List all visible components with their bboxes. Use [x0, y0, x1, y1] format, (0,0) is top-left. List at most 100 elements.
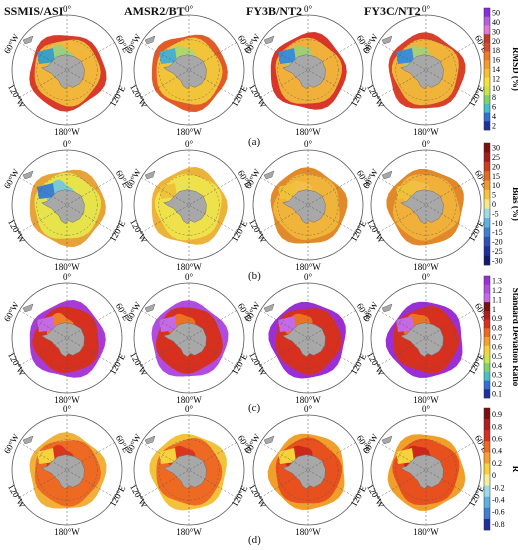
label-180w: 180°W	[413, 395, 439, 405]
label-0deg: 0°	[422, 4, 431, 14]
latitude-circle	[395, 39, 457, 101]
label-180w: 180°W	[295, 395, 321, 405]
colorbar-swatch	[484, 485, 490, 498]
colorbar-tick-label: -15	[492, 228, 503, 237]
latitude-circle	[36, 174, 98, 236]
colorbar-swatch	[484, 284, 490, 294]
colorbar-tick-label: -20	[492, 238, 503, 247]
colorbar: 1.31.21.110.90.80.70.60.50.40.30.20.1 Sta…	[483, 275, 518, 399]
colorbar-swatch	[484, 152, 490, 163]
weddell-sea-region	[278, 183, 296, 199]
colorbar-tick-label: 0.3	[492, 371, 502, 380]
label-180w: 180°W	[176, 527, 202, 537]
latitude-circle	[36, 439, 98, 501]
colorbar-swatch	[484, 51, 490, 61]
label-180w: 180°W	[176, 395, 202, 405]
antarctica-landmass	[400, 54, 444, 90]
colorbar-tick-label: -0.6	[492, 508, 505, 517]
colorbar-tick-label: 2	[492, 121, 496, 130]
colorbar-swatch	[484, 121, 490, 131]
colorbar-swatch	[484, 345, 490, 355]
label-0deg: 0°	[304, 4, 313, 14]
panel-letter-d: (d)	[248, 534, 261, 546]
label-0deg: 0°	[304, 272, 313, 282]
weddell-sea-region	[278, 48, 296, 64]
colorbar-tick-label: 10	[492, 181, 500, 190]
colorbar-swatch	[484, 380, 490, 390]
south-america-tip	[263, 303, 275, 313]
column-title-fy3b: FY3B/NT2	[246, 4, 303, 18]
colorbar-swatch	[484, 463, 490, 475]
colorbar-swatch	[484, 408, 490, 420]
colorbar-tick-label: 0.6	[492, 435, 502, 444]
south-america-tip	[144, 435, 156, 445]
colorbar-tick-label: 0.8	[492, 324, 502, 333]
column-title-fy3c: FY3C/NT2	[364, 4, 421, 18]
label-0deg: 0°	[185, 4, 194, 14]
colorbar-tick-label: 0.1	[492, 389, 502, 398]
latitude-circle	[158, 439, 220, 501]
colorbar-tick-label: 16	[492, 56, 500, 65]
colorbar-swatch	[484, 310, 490, 320]
colorbar-tick-label: 1	[492, 305, 496, 314]
colorbar-swatch	[484, 16, 490, 26]
colorbar: 0.9 0.8 0.6 0.4 0.2 0 -0.2 -0.4 -0.6 -0.8 R	[483, 407, 518, 531]
colorbar-swatch	[484, 25, 490, 35]
colorbar-swatch	[484, 293, 490, 303]
label-180w: 180°W	[413, 262, 439, 272]
colorbar-tick-label: 0.6	[492, 342, 502, 351]
colorbar-tick-label: 0.2	[492, 459, 502, 468]
south-america-tip	[263, 35, 275, 45]
antarctica-landmass	[41, 454, 85, 490]
colorbar-tick-label: 0.9	[492, 314, 502, 323]
colorbar-swatch	[484, 34, 490, 44]
colorbar-tick-label: -30	[492, 256, 503, 265]
colorbar-tick-label: -25	[492, 247, 503, 256]
colorbar-tick-label: 1.3	[492, 277, 502, 286]
antarctica-landmass	[41, 54, 85, 90]
colorbar-tick-label: -0.4	[492, 496, 505, 505]
south-america-tip	[381, 35, 393, 45]
colorbar-swatch	[484, 95, 490, 105]
colorbar-swatch	[484, 189, 490, 200]
label-180w: 180°W	[413, 127, 439, 137]
weddell-sea-region	[278, 448, 296, 464]
label-180w: 180°W	[413, 527, 439, 537]
weddell-sea-region	[159, 448, 177, 464]
colorbar-tick-label: 1.1	[492, 295, 502, 304]
latitude-circle	[36, 39, 98, 101]
colorbar-tick-label: 0.8	[492, 422, 502, 431]
colorbar-tick-label: 1.2	[492, 286, 502, 295]
south-america-tip	[22, 170, 34, 180]
south-america-tip	[381, 170, 393, 180]
label-180w: 180°W	[176, 262, 202, 272]
colorbar-tick-label: 8	[492, 93, 496, 102]
antarctica-landmass	[282, 322, 326, 358]
label-0deg: 0°	[185, 139, 194, 149]
colorbar-frame	[483, 275, 491, 399]
label-180w: 180°W	[295, 262, 321, 272]
label-0deg: 0°	[63, 404, 72, 414]
latitude-circle	[277, 439, 339, 501]
label-0deg: 0°	[304, 139, 313, 149]
colorbar-swatch	[484, 507, 490, 520]
antarctica-landmass	[163, 189, 207, 225]
column-title-amsr2: AMSR2/BT	[124, 4, 185, 18]
colorbar-tick-label: 4	[492, 112, 496, 121]
weddell-sea-region	[37, 448, 55, 464]
colorbar-swatch	[484, 112, 490, 122]
label-0deg: 0°	[304, 404, 313, 414]
colorbar-tick-label: 0.9	[492, 410, 502, 419]
colorbar-swatch	[484, 218, 490, 228]
antarctica-landmass	[41, 322, 85, 358]
colorbar-swatch	[484, 86, 490, 96]
colorbar-swatch	[484, 103, 490, 113]
label-180w: 180°W	[295, 127, 321, 137]
colorbar-swatch	[484, 255, 490, 266]
colorbar-swatch	[484, 227, 490, 238]
